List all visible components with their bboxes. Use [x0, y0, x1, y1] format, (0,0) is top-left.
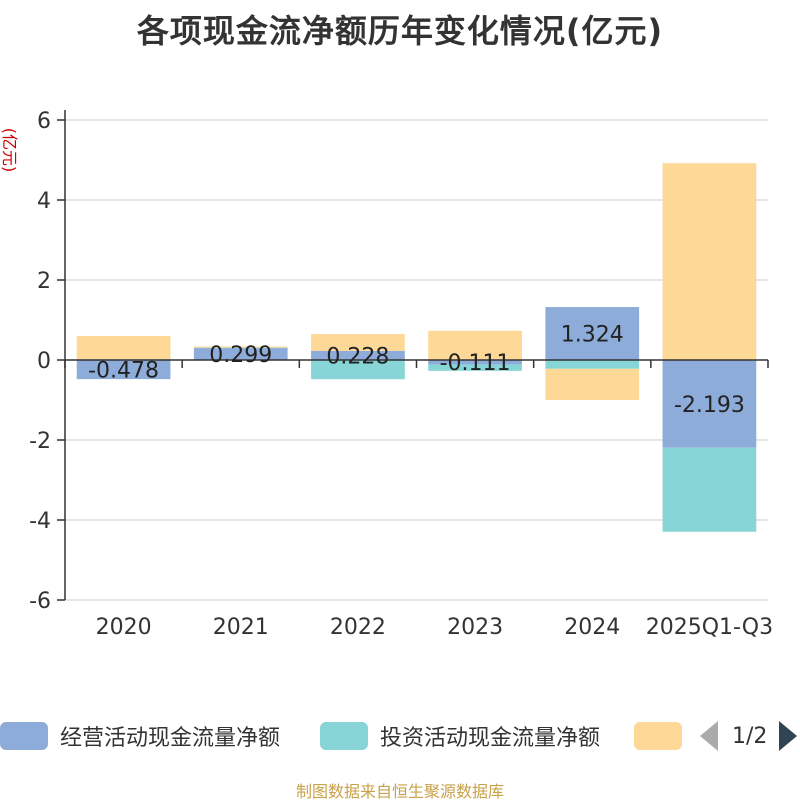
bar-investing-2024	[545, 360, 640, 369]
y-axis-title: (亿元)	[0, 128, 19, 173]
y-tick-label: -6	[29, 589, 51, 614]
bar-investing-2023	[428, 364, 522, 371]
legend-page-indicator: 1/2	[732, 723, 768, 749]
chart-area: 6 4 2 0 -2 -4 -6 (亿元) 2020 2021 2022 2023 2024 2025Q1…	[0, 109, 773, 640]
bar-financing-2020	[76, 336, 171, 360]
axes	[57, 110, 769, 601]
data-label-operating: 0.299	[209, 343, 272, 368]
bar-operating-2025Q1-Q3	[662, 360, 757, 448]
legend-label-operating: 经营活动现金流量净额	[60, 726, 281, 751]
gridlines	[65, 119, 768, 601]
bar-financing-2021	[193, 346, 288, 348]
bar-financing-2025Q1-Q3	[662, 163, 757, 360]
y-tick-label: 4	[37, 189, 51, 214]
bar-investing-2021	[193, 347, 288, 349]
y-tick-label: 2	[37, 269, 51, 294]
chart-title: 各项现金流净额历年变化情况(亿元)	[136, 12, 664, 50]
x-tick-label: 2020	[96, 615, 152, 640]
y-tick-label: 0	[37, 349, 51, 374]
legend-item-operating[interactable]: 经营活动现金流量净额	[0, 714, 280, 758]
legend-swatch-financing	[634, 722, 682, 750]
bar-investing-2022	[311, 360, 405, 380]
data-label-operating: -0.478	[88, 359, 159, 384]
x-tick-label: 2025Q1-Q3	[646, 615, 773, 640]
data-label-operating: -0.111	[440, 351, 511, 376]
y-tick-label: -2	[29, 429, 51, 454]
x-tick-label: 2021	[213, 615, 269, 640]
legend-swatch-operating	[0, 722, 48, 750]
legend-item-financing[interactable]	[634, 714, 694, 758]
bar-operating-2021	[193, 348, 288, 360]
legend-label-investing: 投资活动现金流量净额	[380, 726, 601, 751]
data-label-operating: -2.193	[674, 393, 745, 418]
legend-item-investing[interactable]: 投资活动现金流量净额	[320, 714, 600, 758]
legend-prev-arrow-icon[interactable]	[700, 721, 718, 751]
x-tick-label: 2022	[330, 615, 386, 640]
data-label-operating: 1.324	[561, 323, 624, 348]
bar-operating-2022	[311, 350, 405, 360]
bar-operating-2020	[76, 360, 171, 380]
legend-next-arrow-icon[interactable]	[779, 721, 798, 751]
bar-financing-2022	[311, 334, 405, 351]
x-tick-label: 2024	[564, 615, 620, 640]
x-tick-label: 2023	[447, 615, 503, 640]
bar-financing-2023	[428, 330, 522, 360]
bar-investing-2025Q1-Q3	[662, 447, 757, 532]
bar-operating-2024	[545, 307, 640, 360]
bars	[76, 163, 757, 532]
bar-financing-2024	[545, 368, 640, 400]
data-label-operating: 0.228	[326, 344, 389, 369]
labels: 6 4 2 0 -2 -4 -6 (亿元) 2020 2021 2022 2023 2024 2025Q1…	[0, 109, 773, 640]
data-source-note: 制图数据来自恒生聚源数据库	[295, 782, 504, 801]
legend-pager: 1/2	[700, 714, 798, 758]
y-tick-label: -4	[29, 509, 51, 534]
bar-operating-2023	[428, 360, 522, 365]
y-tick-label: 6	[37, 109, 51, 134]
legend-swatch-investing	[320, 722, 368, 750]
legend: 经营活动现金流量净额 投资活动现金流量净额 1/2	[0, 714, 800, 758]
